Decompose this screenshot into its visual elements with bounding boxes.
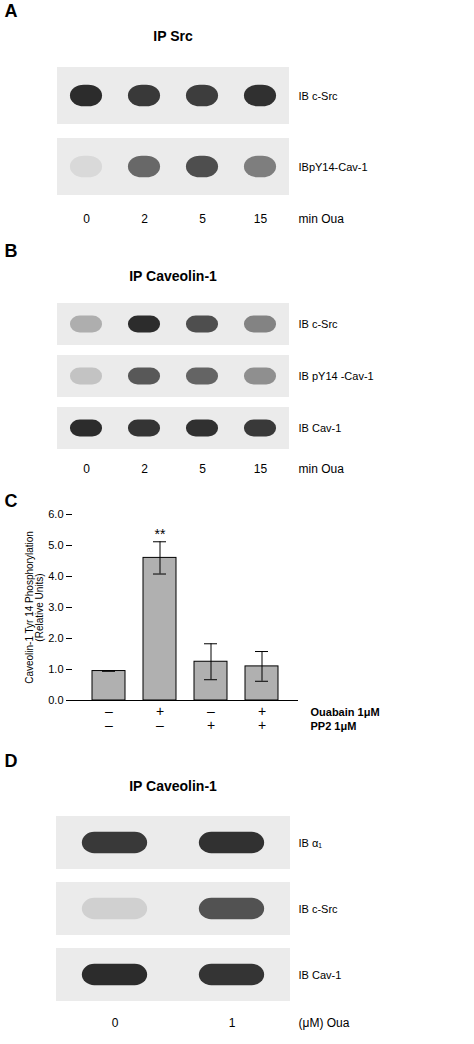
svg-text:5: 5 bbox=[199, 462, 206, 476]
svg-text:A: A bbox=[5, 1, 18, 21]
svg-text:15: 15 bbox=[254, 212, 268, 226]
svg-text:1: 1 bbox=[229, 1016, 236, 1030]
svg-text:IB Cav-1: IB Cav-1 bbox=[299, 422, 342, 434]
svg-text:B: B bbox=[5, 241, 18, 261]
svg-text:–+: –+ bbox=[207, 703, 215, 733]
svg-text:2: 2 bbox=[141, 462, 148, 476]
svg-text:D: D bbox=[5, 751, 18, 771]
svg-text:IP Caveolin-1: IP Caveolin-1 bbox=[129, 778, 217, 794]
svg-text:2.0: 2.0 bbox=[48, 632, 63, 644]
svg-text:(μM) Oua: (μM) Oua bbox=[299, 1016, 350, 1030]
svg-text:+–: +– bbox=[156, 703, 164, 733]
svg-text:0.0: 0.0 bbox=[48, 694, 63, 706]
svg-text:1.0: 1.0 bbox=[48, 663, 63, 675]
svg-text:0: 0 bbox=[83, 462, 90, 476]
svg-text:3.0: 3.0 bbox=[48, 601, 63, 613]
svg-text:IP Caveolin-1: IP Caveolin-1 bbox=[129, 268, 217, 284]
svg-text:IB c-Src: IB c-Src bbox=[299, 318, 339, 330]
svg-text:15: 15 bbox=[254, 462, 268, 476]
svg-text:IB Cav-1: IB Cav-1 bbox=[299, 969, 342, 981]
svg-text:Caveolin-1 Tyr 14 Phosphorylat: Caveolin-1 Tyr 14 Phosphorylation(Relati… bbox=[24, 531, 45, 684]
svg-text:IB c-Src: IB c-Src bbox=[299, 90, 339, 102]
svg-text:4.0: 4.0 bbox=[48, 570, 63, 582]
svg-text:2: 2 bbox=[141, 212, 148, 226]
svg-text:5: 5 bbox=[199, 212, 206, 226]
svg-text:++: ++ bbox=[258, 703, 266, 733]
svg-text:C: C bbox=[5, 491, 18, 511]
svg-text:IP Src: IP Src bbox=[153, 28, 193, 44]
svg-text:IB α₁: IB α₁ bbox=[299, 837, 323, 849]
svg-text:0: 0 bbox=[112, 1016, 119, 1030]
svg-text:IB c-Src: IB c-Src bbox=[299, 903, 339, 915]
svg-text:6.0: 6.0 bbox=[48, 508, 63, 520]
svg-text:IB pY14 -Cav-1: IB pY14 -Cav-1 bbox=[299, 370, 374, 382]
svg-text:min Oua: min Oua bbox=[299, 462, 345, 476]
svg-text:0: 0 bbox=[83, 212, 90, 226]
svg-text:IBpY14-Cav-1: IBpY14-Cav-1 bbox=[299, 161, 368, 173]
svg-text:Ouabain 1μM: Ouabain 1μM bbox=[311, 706, 380, 718]
svg-text:5.0: 5.0 bbox=[48, 539, 63, 551]
svg-text:**: ** bbox=[155, 526, 166, 542]
svg-text:min Oua: min Oua bbox=[299, 212, 345, 226]
svg-text:––: –– bbox=[105, 703, 113, 733]
svg-text:PP2 1μM: PP2 1μM bbox=[311, 720, 357, 732]
